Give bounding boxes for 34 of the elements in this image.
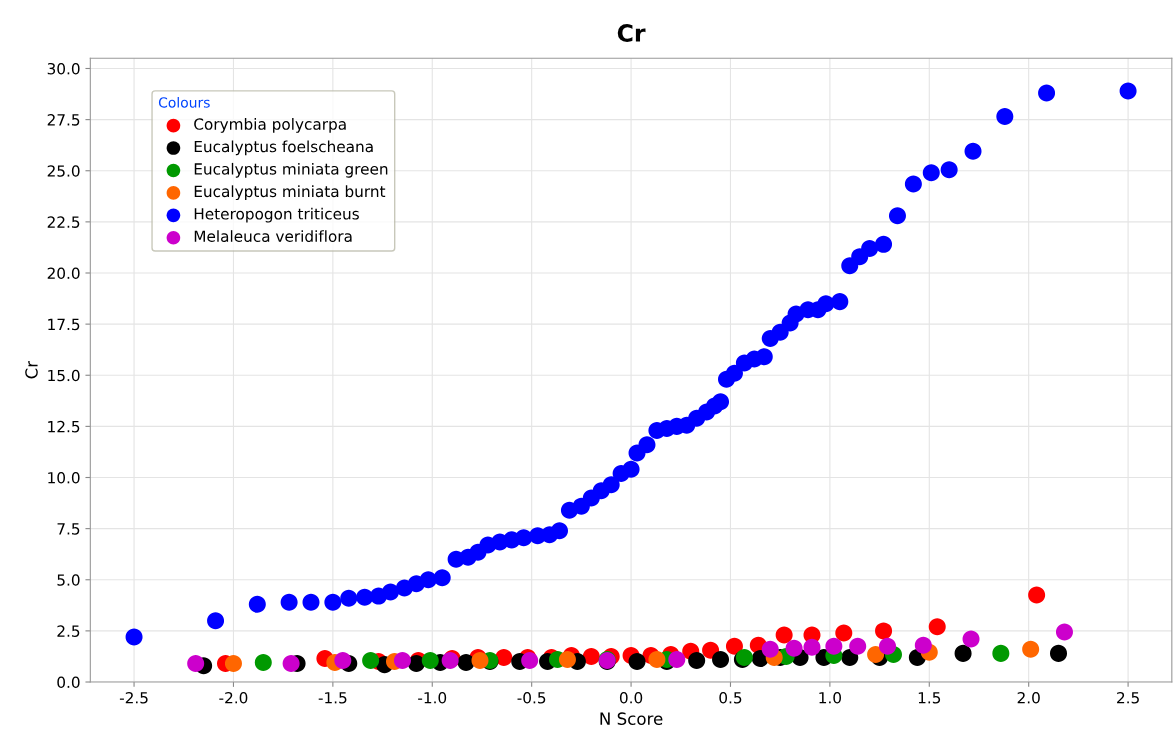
legend-label: Eucalyptus miniata green	[194, 162, 388, 178]
x-tick-label: -0.5	[517, 692, 546, 704]
legend-label: Heteropogon triticeus	[194, 207, 359, 223]
y-tick-label: 17.5	[48, 318, 80, 331]
x-tick-label: -2.5	[119, 692, 148, 704]
chart-title: Cr	[617, 24, 646, 42]
x-tick-label: 0.5	[719, 692, 742, 704]
legend-label: Eucalyptus foelscheana	[194, 140, 373, 156]
x-tick-label: 2.0	[1017, 692, 1040, 704]
y-tick-label: 10.0	[48, 471, 80, 484]
y-tick-label: 30.0	[47, 62, 80, 75]
x-tick-label: 0.0	[619, 692, 643, 704]
legend-label: Corymbia polycarpa	[194, 118, 346, 133]
y-tick-label: 25.0	[47, 165, 80, 177]
legend-label: Melaleuca veridiflora	[194, 230, 352, 242]
y-tick-label: 0.0	[57, 676, 80, 689]
y-axis-title: Cr	[25, 360, 38, 379]
y-tick-label: 27.5	[47, 114, 80, 126]
legend-label: Eucalyptus miniata burnt	[194, 185, 386, 201]
y-tick-label: 5.0	[57, 574, 80, 586]
x-tick-label: 2.5	[1117, 692, 1139, 704]
x-tick-label: -1.0	[418, 692, 447, 704]
x-tick-label: -1.5	[318, 692, 347, 704]
x-tick-label: 1.5	[918, 692, 941, 704]
y-tick-label: 15.0	[48, 369, 80, 382]
y-tick-label: 12.5	[48, 420, 80, 433]
y-tick-label: 22.5	[47, 216, 80, 228]
y-tick-label: 20.0	[47, 267, 80, 280]
x-tick-label: -2.0	[219, 692, 248, 704]
x-axis-title: N Score	[600, 712, 663, 725]
y-tick-label: 7.5	[57, 523, 80, 535]
legend-title: Colours	[158, 96, 210, 108]
y-tick-label: 2.5	[57, 625, 80, 637]
x-tick-label: 1.0	[819, 692, 842, 704]
